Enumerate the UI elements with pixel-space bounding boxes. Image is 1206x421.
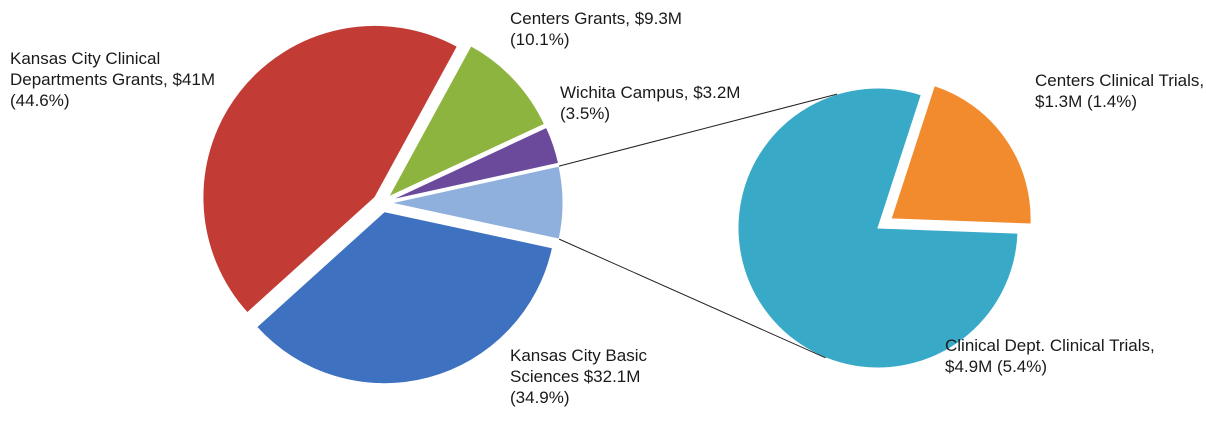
slice-label: Kansas City Basic Sciences $32.1M (34.9%…: [510, 346, 647, 407]
slice-label: Centers Grants, $9.3M (10.1%): [510, 9, 682, 49]
slice-label: Wichita Campus, $3.2M (3.5%): [560, 83, 741, 123]
pie-slice: [890, 85, 1032, 225]
slice-label: Clinical Dept. Clinical Trials, $4.9M (5…: [945, 336, 1155, 376]
connector-line: [558, 93, 838, 167]
pie-slice: [390, 126, 560, 201]
pie-slice: [737, 87, 1019, 369]
pie-slice: [202, 24, 459, 314]
pie-slice: [256, 211, 554, 385]
pie-slice: [390, 165, 564, 240]
pie-slice: [387, 45, 546, 198]
slice-label: Centers Clinical Trials, $1.3M (1.4%): [1035, 71, 1205, 111]
slice-label: Kansas City Clinical Departments Grants,…: [10, 49, 216, 110]
connector-line: [558, 238, 826, 359]
